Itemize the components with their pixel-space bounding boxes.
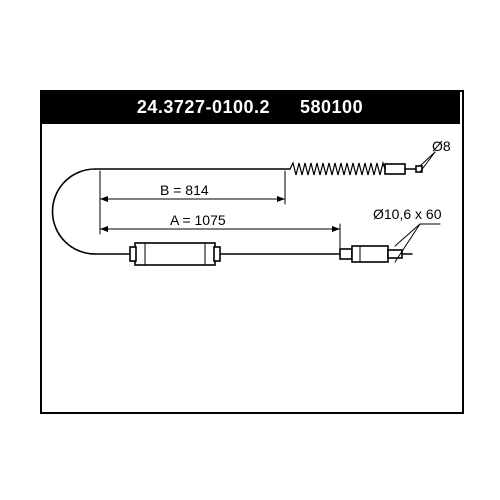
dimension-end1-label: Ø8 <box>432 138 451 154</box>
dimension-end2-label: Ø10,6 x 60 <box>373 206 442 222</box>
part-number: 24.3727-0100.2 <box>137 97 270 118</box>
part-code: 580100 <box>300 97 363 118</box>
drawing-area: B = 814 A = 1075 Ø8 Ø10,6 x 60 <box>40 124 460 410</box>
diagram-canvas: 24.3727-0100.2 580100 <box>0 0 500 500</box>
dimension-b-label: B = 814 <box>160 182 209 198</box>
header-bar: 24.3727-0100.2 580100 <box>40 90 460 124</box>
dimension-a-label: A = 1075 <box>170 212 226 228</box>
